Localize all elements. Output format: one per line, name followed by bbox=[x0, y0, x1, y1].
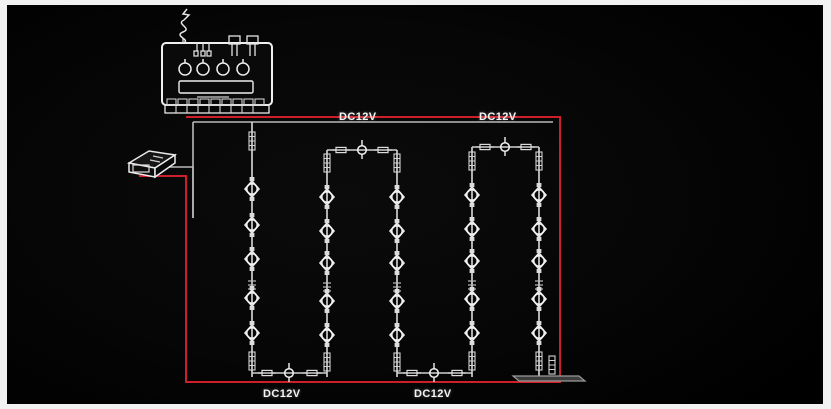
label-dc12v-bottom-right: DC12V bbox=[414, 388, 452, 400]
lamp-column-4 bbox=[464, 147, 480, 377]
earth-ground-bar bbox=[511, 355, 587, 382]
wiring-diagram-canvas: DC12V DC12V DC12V DC12V bbox=[7, 5, 823, 404]
lamp-column-1 bbox=[244, 122, 260, 377]
top-bus-bar-right bbox=[472, 136, 539, 157]
image-border-right bbox=[823, 0, 831, 409]
lamp-column-5 bbox=[531, 147, 547, 377]
solar-charge-controller[interactable] bbox=[161, 35, 273, 114]
lamp-column-3 bbox=[389, 150, 405, 377]
label-dc12v-top-left: DC12V bbox=[339, 111, 377, 123]
controller-top-pins-left bbox=[182, 38, 212, 57]
image-border-bottom bbox=[0, 404, 831, 409]
controller-top-terminals-right bbox=[228, 35, 259, 56]
red-power-loop bbox=[139, 116, 561, 383]
white-neutral-loop bbox=[142, 121, 553, 218]
bottom-bus-bar-left bbox=[252, 362, 327, 383]
label-dc12v-top-right: DC12V bbox=[479, 111, 517, 123]
bottom-bus-bar-right bbox=[397, 362, 472, 383]
lamp-column-2 bbox=[319, 150, 335, 377]
controller-terminal-strip bbox=[164, 98, 270, 114]
image-border-top bbox=[0, 0, 831, 5]
diagram-svg-wrapper bbox=[7, 5, 823, 404]
label-dc12v-bottom-left: DC12V bbox=[263, 388, 301, 400]
battery-pack[interactable] bbox=[126, 150, 178, 179]
top-bus-bar-left bbox=[327, 139, 397, 160]
image-border-left bbox=[0, 0, 7, 409]
controller-display bbox=[178, 80, 254, 94]
controller-knobs bbox=[178, 59, 250, 76]
